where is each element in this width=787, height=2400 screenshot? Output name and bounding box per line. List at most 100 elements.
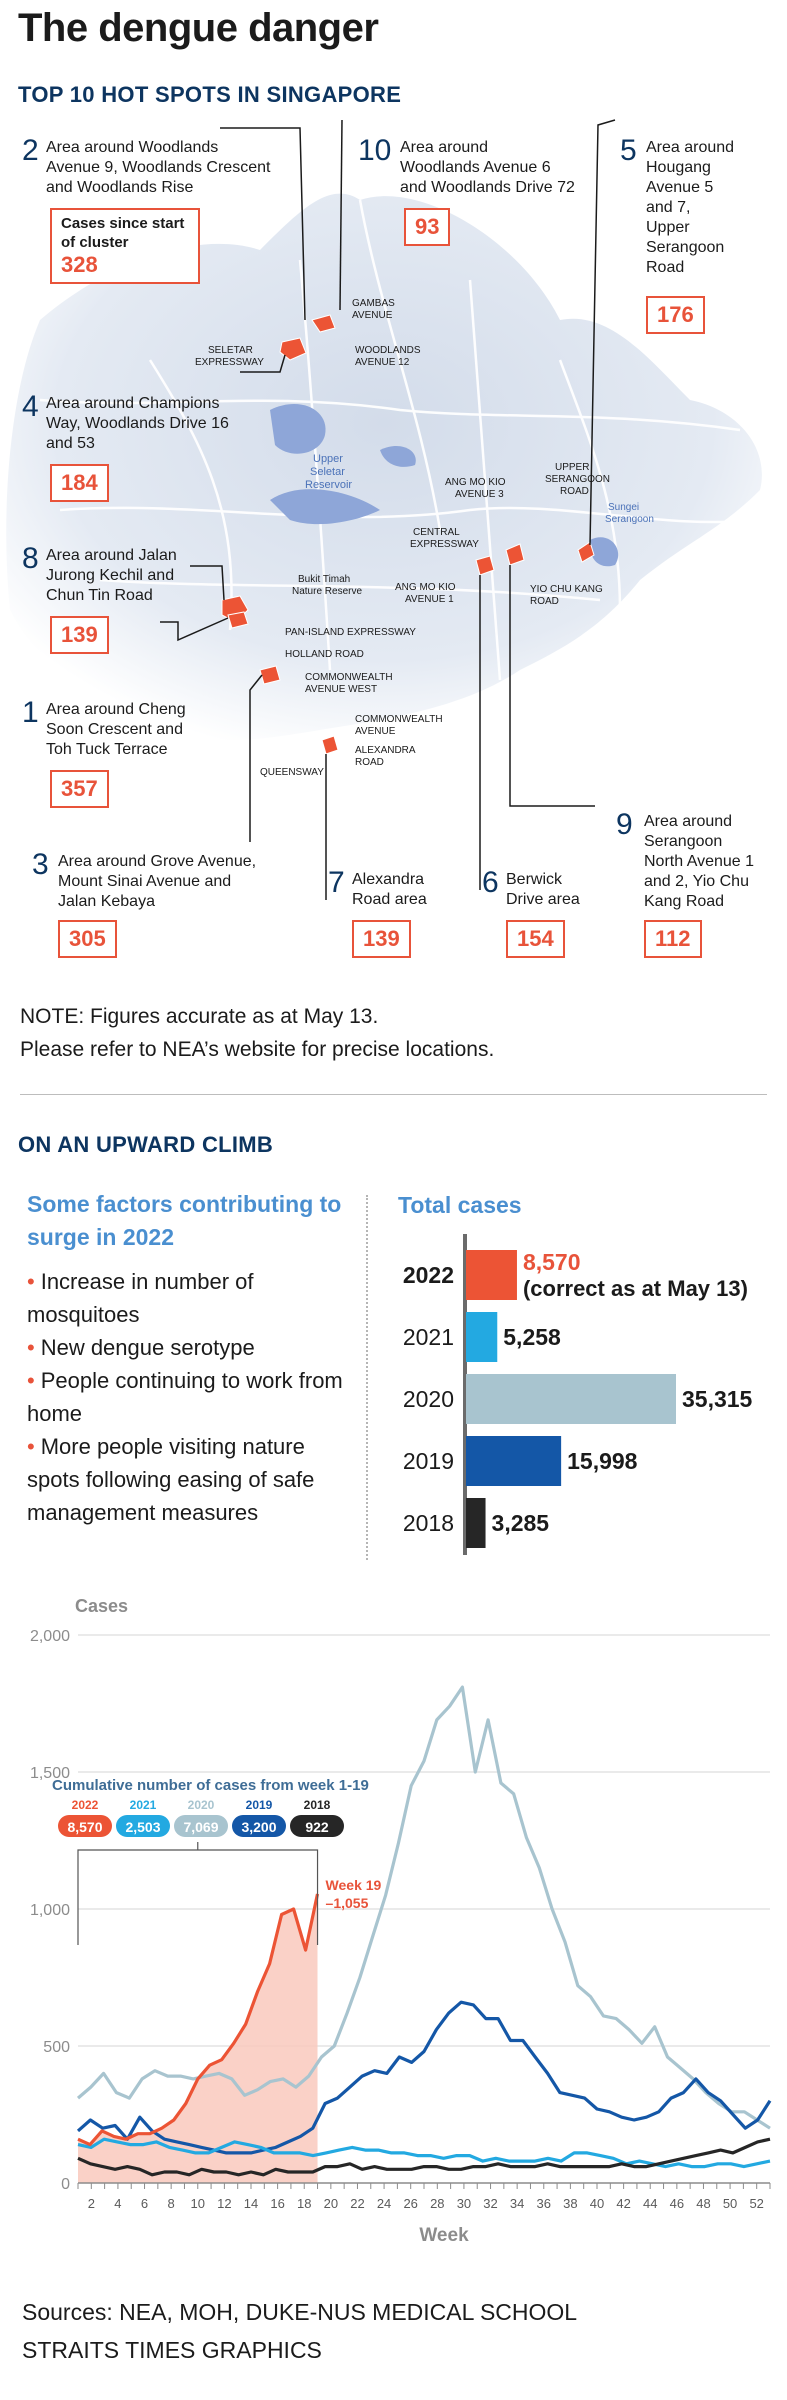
hotspot-description: Area around Cheng Soon Crescent and Toh Tu… — [46, 701, 186, 758]
hotspot-number: 4 — [22, 390, 39, 423]
hotspot-number: 1 — [22, 696, 39, 729]
bar-2021 — [466, 1312, 498, 1362]
x-tick-label: 46 — [670, 2196, 684, 2211]
hotspot-number: 3 — [32, 848, 49, 881]
cases-label: Cases since start of cluster — [61, 215, 185, 251]
x-tick-label: 22 — [350, 2196, 364, 2211]
hotspot-cases-box: 357 — [50, 770, 109, 808]
factors-list: • Increase in number of mosquitoes • New d… — [27, 1265, 347, 1529]
map-labels: GAMBAS AVENUE SELETAR EXPRESSWAY WOODLANDS… — [195, 298, 654, 778]
cumulative-year: 2019 — [246, 1798, 273, 1812]
x-axis-label: Week — [419, 2225, 469, 2246]
bar-category-label: 2019 — [403, 1448, 454, 1474]
hotspot-cases-box: 139 — [50, 616, 109, 654]
x-tick-label: 20 — [324, 2196, 338, 2211]
hotspot-description: Berwick Drive area — [506, 871, 580, 908]
x-tick-label: 42 — [616, 2196, 630, 2211]
y-tick-label: 0 — [61, 2176, 70, 2193]
x-tick-label: 28 — [430, 2196, 444, 2211]
bar-value-label: 15,998 — [567, 1448, 638, 1474]
hotspot-cases-box: 139 — [352, 920, 411, 958]
hotspot-number: 8 — [22, 542, 39, 575]
note-line-2: Please refer to NEA’s website for precis… — [20, 1038, 495, 1061]
bar-2018 — [466, 1498, 486, 1548]
label-yio-chu-kang-road: YIO CHU KANG ROAD — [530, 584, 603, 607]
label-sungei-serangoon: Sungei Serangoon — [605, 502, 654, 525]
x-tick-label: 4 — [114, 2196, 121, 2211]
bar-2019 — [466, 1436, 562, 1486]
hotspot-number: 9 — [616, 808, 633, 841]
bar-value-label: 5,258 — [503, 1324, 561, 1350]
week19-value-annotation: –1,055 — [326, 1895, 369, 1911]
hotspot-number: 7 — [328, 866, 345, 899]
hotspot-number: 6 — [482, 866, 499, 899]
x-tick-label: 16 — [270, 2196, 284, 2211]
x-tick-label: 40 — [590, 2196, 604, 2211]
hotspot-cases: 184 — [61, 470, 98, 495]
hotspot-cases: 328 — [61, 252, 98, 277]
hotspot-description: Area around Grove Avenue, Mount Sinai Ave… — [58, 853, 257, 910]
hotspot-marker-3 — [259, 665, 281, 685]
y-tick-label: 2,000 — [30, 1628, 70, 1645]
series-line-2020 — [76, 1685, 771, 2130]
x-tick-label: 48 — [696, 2196, 710, 2211]
x-tick-label: 26 — [403, 2196, 417, 2211]
x-tick-label: 52 — [749, 2196, 763, 2211]
hotspot-marker-9 — [505, 543, 525, 566]
hotspot-cases-box: 154 — [506, 920, 565, 958]
hotspots-heading: TOP 10 HOT SPOTS IN SINGAPORE — [18, 82, 402, 107]
hotspot-markers — [221, 314, 595, 755]
bar-value-label: 3,285 — [492, 1510, 550, 1536]
cumulative-value: 2,503 — [125, 1819, 160, 1835]
x-tick-label: 38 — [563, 2196, 577, 2211]
label-upper-serangoon-road: UPPER SERANGOON ROAD — [545, 462, 610, 497]
hotspot-number: 2 — [22, 134, 39, 167]
factor-item: • More people visiting nature spots follo… — [27, 1434, 315, 1525]
label-bukit-timah: Bukit Timah Nature Reserve — [292, 574, 362, 597]
factor-item: • Increase in number of mosquitoes — [27, 1269, 254, 1327]
island-shape — [6, 193, 762, 740]
week19-annotation: Week 19 — [326, 1877, 382, 1893]
hotspot-cases-box: Cases since start of cluster 328 — [50, 208, 200, 284]
x-tick-label: 6 — [141, 2196, 148, 2211]
y-tick-label: 1,000 — [30, 1902, 70, 1919]
column-separator — [366, 1195, 368, 1560]
cumulative-year: 2021 — [130, 1798, 157, 1812]
bar-value-label: 35,315 — [682, 1386, 753, 1412]
label-holland-road: HOLLAND ROAD — [285, 649, 364, 660]
x-tick-label: 50 — [723, 2196, 737, 2211]
credit-line: STRAITS TIMES GRAPHICS — [22, 2337, 322, 2363]
hotspot-marker-5 — [577, 541, 595, 563]
hotspot-marker-7 — [321, 735, 339, 755]
hotspot-description: Alexandra Road area — [352, 871, 427, 908]
cumulative-value: 3,200 — [241, 1819, 276, 1835]
leader-lines — [160, 119, 616, 900]
cumulative-pill-2022 — [58, 1815, 112, 1837]
x-tick-label: 18 — [297, 2196, 311, 2211]
hotspot-cases: 112 — [655, 926, 691, 951]
upward-climb-heading: ON AN UPWARD CLIMB — [18, 1132, 274, 1157]
cumulative-pill-2018 — [290, 1815, 344, 1837]
cumulative-pill-2021 — [116, 1815, 170, 1837]
factor-item: • People continuing to work from home — [27, 1368, 343, 1426]
hotspot-marker-2 — [311, 314, 336, 333]
hotspot-cases: 357 — [61, 776, 98, 801]
hotspot-cases-box: 305 — [58, 920, 117, 958]
cumulative-pill-2019 — [232, 1815, 286, 1837]
label-queensway: QUEENSWAY — [260, 767, 324, 778]
hotspot-map: GAMBAS AVENUE SELETAR EXPRESSWAY WOODLANDS… — [0, 110, 787, 980]
hotspot-description: Area around Jalan Jurong Kechil and Chun T… — [46, 547, 177, 604]
hotspot-number: 5 — [620, 134, 637, 167]
cumulative-pill-2020 — [174, 1815, 228, 1837]
bar-value-label: 8,570 — [523, 1249, 581, 1275]
hotspot-number: 10 — [358, 134, 392, 167]
hotspot-marker-6 — [475, 555, 495, 576]
bar-category-label: 2018 — [403, 1510, 454, 1536]
bar-2020 — [466, 1374, 676, 1424]
hotspot-cases-box: 93 — [404, 208, 451, 246]
bar-category-label: 2020 — [403, 1386, 454, 1412]
factor-item: • New dengue serotype — [27, 1335, 255, 1360]
bar-2022 — [466, 1250, 517, 1300]
x-tick-label: 36 — [537, 2196, 551, 2211]
